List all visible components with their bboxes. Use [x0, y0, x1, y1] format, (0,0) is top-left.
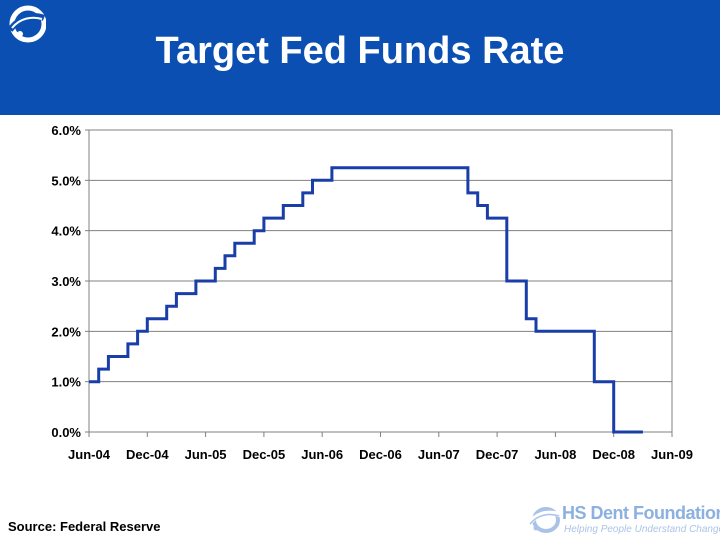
x-tick-label: Jun-06 — [301, 447, 343, 462]
x-tick-label: Dec-05 — [243, 447, 286, 462]
title-banner: Target Fed Funds Rate — [0, 0, 720, 115]
y-tick-label: 1.0% — [51, 375, 81, 390]
x-tick-label: Jun-08 — [534, 447, 576, 462]
x-tick-label: Dec-04 — [126, 447, 169, 462]
globe-swirl-icon — [7, 5, 46, 43]
x-tick-label: Jun-05 — [185, 447, 227, 462]
swirl-logo-icon — [526, 507, 561, 533]
slide-title: Target Fed Funds Rate — [155, 30, 565, 72]
y-tick-label: 2.0% — [51, 324, 81, 339]
x-tick-label: Dec-06 — [359, 447, 402, 462]
x-axis: Jun-04 Dec-04 Jun-05 Dec-05 Jun-06 Dec-06 Jun-… — [68, 432, 693, 462]
y-tick-label: 3.0% — [51, 274, 81, 289]
brand-tagline: Helping People Understand Change — [564, 524, 720, 535]
rate-series-line — [89, 166, 643, 434]
brand-name: HS Dent Foundation — [562, 503, 720, 523]
x-tick-label: Jun-04 — [68, 447, 111, 462]
brand-logo: HS Dent Foundation Helping People Unders… — [526, 503, 720, 537]
x-tick-label: Dec-08 — [592, 447, 635, 462]
x-tick-label: Dec-07 — [476, 447, 519, 462]
fed-funds-chart: 0.0% 1.0% 2.0% 3.0% 4.0% 5.0% 6.0% Jun-04 Dec-0… — [51, 123, 693, 462]
y-axis: 0.0% 1.0% 2.0% 3.0% 4.0% 5.0% 6.0% — [51, 123, 89, 440]
source-note: Source: Federal Reserve — [8, 519, 161, 534]
x-tick-label: Jun-07 — [418, 447, 460, 462]
y-tick-label: 0.0% — [51, 425, 81, 440]
y-tick-label: 5.0% — [51, 173, 81, 188]
y-tick-label: 4.0% — [51, 224, 81, 239]
x-tick-label: Jun-09 — [651, 447, 693, 462]
y-tick-label: 6.0% — [51, 123, 81, 138]
